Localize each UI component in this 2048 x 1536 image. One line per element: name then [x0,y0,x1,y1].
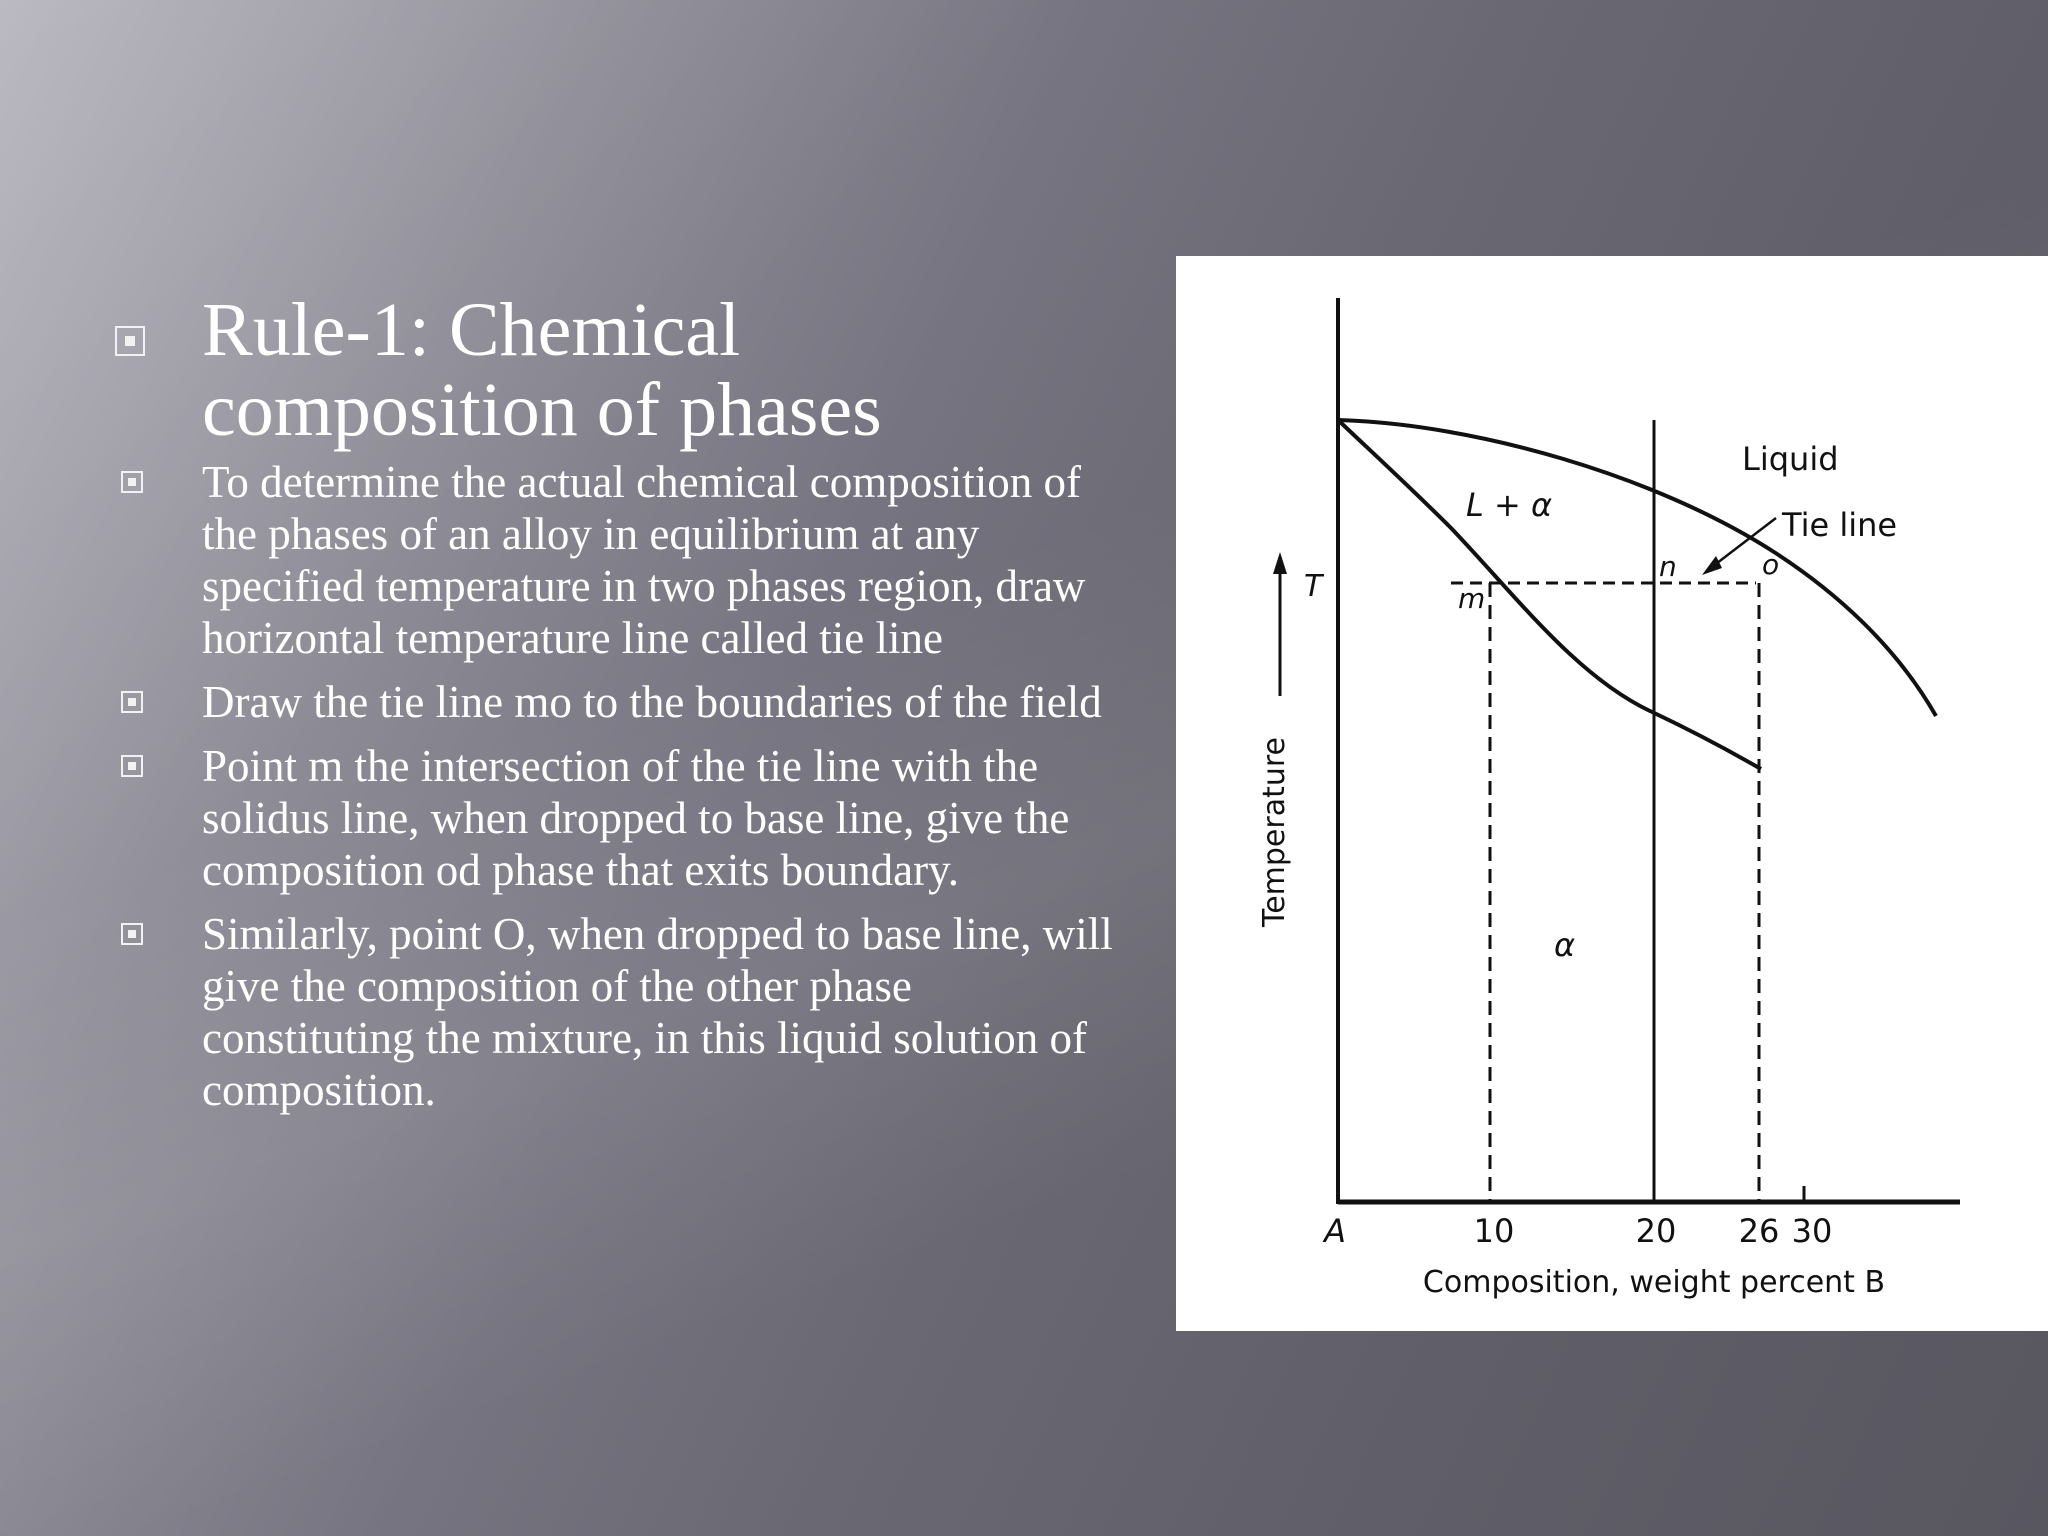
temperature-arrow-head [1273,552,1287,574]
point-label-m: m [1458,582,1485,615]
x-tick-label-30: 30 [1792,1212,1833,1250]
point-label-n: n [1659,550,1677,583]
bullet-item-3: Point m the intersection of the tie line… [115,740,1125,896]
x-axis-label: Composition, weight percent B [1423,1265,1885,1300]
square-dot-icon [121,471,143,493]
x-tick-label-26: 26 [1739,1212,1780,1250]
point-label-o: o [1762,548,1779,581]
region-label-liquid: Liquid [1742,440,1839,478]
solidus-curve [1336,418,1762,771]
y-axis-label: Temperature [1257,737,1292,928]
phase-diagram-figure: Temperature T Liquid L + α α Tie line m … [1176,256,2048,1331]
x-tick-label-20: 20 [1636,1212,1677,1250]
x-tick-label-a: A [1322,1212,1346,1250]
bullet-item-1: To determine the actual chemical composi… [115,456,1125,664]
square-dot-icon [121,923,143,945]
bullet-text: Point m the intersection of the tie line… [202,741,1070,895]
bullet-text: Similarly, point O, when dropped to base… [202,909,1113,1115]
tie-line-arrowhead [1702,556,1722,575]
slide-content: Rule-1: Chemical composition of phases T… [115,290,1125,1128]
slide-title: Rule-1: Chemical composition of phases [202,288,882,452]
region-label-solid: α [1554,926,1575,964]
title-row: Rule-1: Chemical composition of phases [115,290,1125,456]
bullet-text: Draw the tie line mo to the boundaries o… [202,677,1102,727]
square-dot-icon [121,755,143,777]
bullet-text: To determine the actual chemical composi… [202,457,1086,663]
y-arrow-label: T [1304,569,1325,604]
tie-line-pointer [1707,517,1777,571]
bullet-item-4: Similarly, point O, when dropped to base… [115,908,1125,1116]
liquidus-curve [1337,418,1938,717]
phase-diagram-svg: Temperature T Liquid L + α α Tie line m … [1257,298,1960,1300]
square-dot-icon [121,691,143,713]
bullet-item-2: Draw the tie line mo to the boundaries o… [115,676,1125,728]
region-label-two-phase: L + α [1466,486,1552,524]
tie-line-label: Tie line [1781,506,1897,544]
x-tick-label-10: 10 [1474,1212,1515,1250]
square-dot-icon [115,326,145,356]
